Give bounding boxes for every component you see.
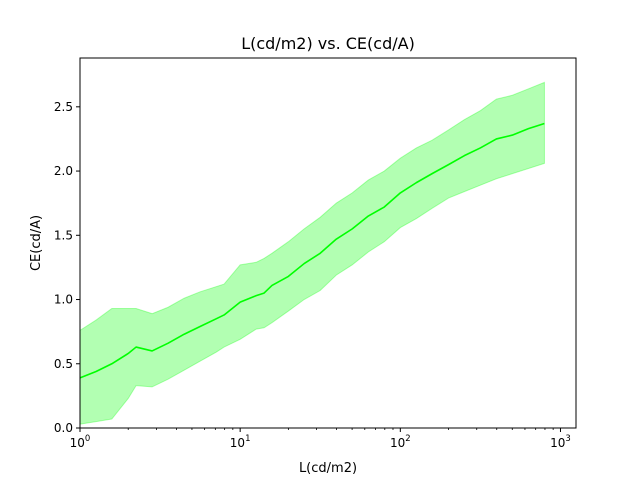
confidence-band-0 (79, 81, 545, 425)
plot-area (79, 81, 545, 425)
x-tick-label-3: 103 (550, 434, 571, 450)
axes-frame (79, 57, 577, 429)
x-tick-label-2: 102 (390, 434, 411, 450)
x-tick-label-1: 101 (230, 434, 251, 450)
y-axis: 0.0 0.5 1.0 1.5 2.0 2.5 (54, 100, 80, 435)
y-tick-label-0: 0.0 (54, 421, 73, 435)
series-line-0 (79, 122, 545, 379)
x-tick-label-0: 100 (70, 434, 91, 450)
x-axis-label: L(cd/m2) (299, 461, 357, 476)
y-tick-label-1: 0.5 (54, 357, 73, 371)
y-tick-label-2: 1.0 (54, 293, 73, 307)
y-tick-label-5: 2.5 (54, 100, 73, 114)
chart-title: L(cd/m2) vs. CE(cd/A) (241, 34, 415, 53)
y-tick-label-3: 1.5 (54, 228, 73, 242)
x-axis: 100 101 102 103 (70, 428, 571, 450)
y-tick-label-4: 2.0 (54, 164, 73, 178)
y-axis-label: CE(cd/A) (29, 215, 44, 271)
